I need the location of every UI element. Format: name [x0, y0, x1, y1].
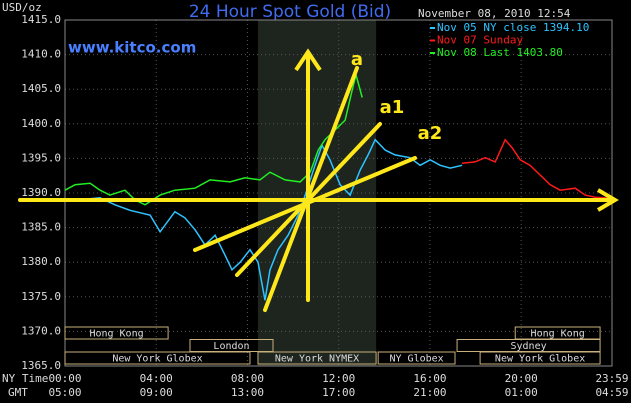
price-line — [85, 138, 463, 301]
legend-entry: Nov 08 Last 1403.80 — [437, 46, 563, 59]
x-axis-label: NY Time — [2, 372, 48, 385]
x2-tick-label: 05:00 — [48, 386, 81, 399]
x-tick-label: 04:00 — [140, 372, 173, 385]
session-label: New York Globex — [112, 354, 202, 365]
timestamp: November 08, 2010 12:54 — [418, 7, 571, 20]
price-line — [462, 138, 613, 201]
session-label: London — [213, 341, 249, 352]
x-tick-label: 00:00 — [48, 372, 81, 385]
x2-tick-label: 04:59 — [595, 386, 628, 399]
annotation-line — [193, 156, 417, 252]
chart-title: 24 Hour Spot Gold (Bid) — [189, 2, 391, 22]
x2-tick-label: 01:00 — [505, 386, 538, 399]
annotation-label: a2 — [418, 123, 443, 144]
annotation-fan — [18, 53, 614, 312]
annotation-label: a — [351, 49, 363, 70]
x-tick-label: 16:00 — [413, 372, 446, 385]
x2-tick-label: 09:00 — [140, 386, 173, 399]
y-tick-label: 1410.0 — [21, 48, 61, 61]
session-label: Hong Kong — [89, 329, 143, 340]
arrow-head — [294, 48, 322, 72]
unit-label: USD/oz — [2, 1, 42, 14]
y-tick-label: 1370.0 — [21, 324, 61, 337]
session-box — [64, 351, 251, 365]
session-label: New York Globex — [495, 354, 585, 365]
legend-entry: Nov 05 NY close 1394.10 — [437, 21, 589, 34]
y-tick-label: 1385.0 — [21, 221, 61, 234]
site-label: www.kitco.com — [68, 39, 196, 57]
y-tick-label: 1380.0 — [21, 255, 61, 268]
x2-tick-label: 21:00 — [413, 386, 446, 399]
y-tick-label: 1365.0 — [21, 359, 61, 372]
y-tick-label: 1390.0 — [21, 186, 61, 199]
arrow-head — [596, 188, 619, 212]
session-label: Sydney — [511, 341, 547, 352]
x2-tick-label: 13:00 — [231, 386, 264, 399]
x2-axis-label: GMT — [8, 386, 28, 399]
x-tick-label: 12:00 — [322, 372, 355, 385]
session-label: NY Globex — [389, 354, 443, 365]
x-tick-label: 20:00 — [505, 372, 538, 385]
y-tick-label: 1405.0 — [21, 82, 61, 95]
annotation-line — [235, 122, 382, 277]
session-box — [64, 326, 169, 340]
y-tick-label: 1400.0 — [21, 117, 61, 130]
y-tick-label: 1395.0 — [21, 151, 61, 164]
x-tick-label: 23:59 — [595, 372, 628, 385]
legend-entry: Nov 07 Sunday — [437, 34, 523, 47]
annotation-label: a1 — [380, 97, 405, 118]
y-tick-label: 1415.0 — [21, 13, 61, 26]
annotation-line — [263, 66, 359, 312]
x-tick-label: 08:00 — [231, 372, 264, 385]
session-label: New York NYMEX — [275, 354, 359, 365]
session-label: Hong Kong — [531, 329, 585, 340]
x2-tick-label: 17:00 — [322, 386, 355, 399]
plot-frame — [64, 19, 613, 367]
session-box — [377, 351, 456, 365]
session-box — [257, 351, 377, 365]
y-tick-label: 1375.0 — [21, 290, 61, 303]
session-box — [479, 351, 601, 365]
